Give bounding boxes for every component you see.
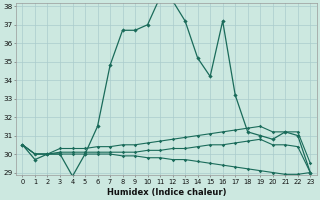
X-axis label: Humidex (Indice chaleur): Humidex (Indice chaleur): [107, 188, 226, 197]
